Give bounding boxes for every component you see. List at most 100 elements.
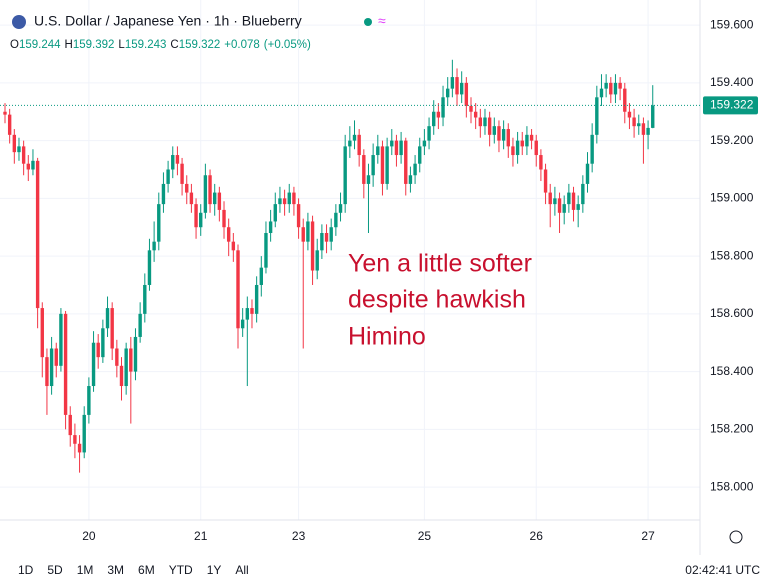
x-tick-label: 26 bbox=[530, 529, 544, 543]
candle-body bbox=[581, 183, 585, 205]
y-tick-label: 158.600 bbox=[710, 306, 754, 320]
candle-body bbox=[525, 134, 529, 147]
candle-body bbox=[21, 146, 26, 164]
candle-body bbox=[59, 313, 63, 366]
candle-body bbox=[45, 357, 49, 387]
candle-body bbox=[222, 209, 226, 228]
indicator-icon[interactable]: ≈ bbox=[378, 13, 386, 29]
x-tick-label: 20 bbox=[82, 529, 96, 543]
candle-body bbox=[166, 169, 170, 184]
candle-body bbox=[534, 140, 538, 156]
ohlc-value: 159.392 bbox=[73, 39, 115, 51]
range-bar: 1D 5D 1M 3M 6M YTD 1Y All bbox=[18, 563, 249, 577]
candle-body bbox=[282, 198, 287, 205]
y-tick-label: 159.600 bbox=[710, 17, 754, 31]
candle-body bbox=[240, 319, 245, 329]
flag-icon bbox=[12, 15, 26, 29]
candle-body bbox=[618, 82, 622, 89]
candle-body bbox=[73, 435, 77, 444]
candle-body bbox=[236, 250, 240, 329]
candle-body bbox=[506, 129, 510, 147]
candle-body bbox=[273, 204, 277, 222]
y-tick-label: 158.200 bbox=[710, 422, 754, 436]
candle-body bbox=[171, 155, 175, 170]
x-tick-label: 25 bbox=[418, 529, 432, 543]
candle-body bbox=[231, 241, 236, 251]
candle-body bbox=[334, 212, 338, 228]
candle-body bbox=[40, 308, 44, 358]
candle-body bbox=[96, 342, 100, 358]
candle-body bbox=[404, 140, 408, 184]
last-price-label: 159.322 bbox=[710, 98, 754, 112]
candle-body bbox=[380, 146, 385, 184]
candle-body bbox=[310, 221, 315, 271]
annotation-line: despite hawkish bbox=[348, 286, 526, 314]
candle-body bbox=[366, 175, 371, 184]
candle-body bbox=[357, 134, 361, 156]
candle-body bbox=[82, 414, 86, 453]
candle-body bbox=[385, 146, 389, 184]
candle-body bbox=[245, 308, 250, 320]
candle-body bbox=[399, 140, 403, 156]
candle-body bbox=[590, 134, 594, 164]
candle-body bbox=[264, 233, 268, 268]
candle-body bbox=[3, 111, 7, 115]
ohlc-value: 159.243 bbox=[125, 39, 167, 51]
candle-body bbox=[427, 126, 431, 141]
change: +0.078 bbox=[224, 39, 260, 51]
candle-body bbox=[599, 88, 604, 98]
range-button[interactable]: YTD bbox=[169, 563, 193, 577]
candle-body bbox=[105, 308, 110, 329]
candle-body bbox=[543, 169, 548, 193]
range-button[interactable]: All bbox=[235, 563, 248, 577]
candle-body bbox=[446, 88, 450, 98]
annotation-line: Himino bbox=[348, 323, 426, 351]
candle-body bbox=[362, 155, 366, 184]
candle-body bbox=[208, 175, 212, 205]
candle-body bbox=[627, 111, 632, 118]
status-dot[interactable] bbox=[364, 18, 372, 26]
clock: 02:42:41 UTC bbox=[685, 563, 760, 577]
ohlc-letter: C bbox=[170, 39, 178, 51]
candle-body bbox=[497, 126, 501, 141]
candle-body bbox=[450, 77, 455, 89]
settings-icon[interactable] bbox=[729, 530, 743, 544]
candle-body bbox=[278, 198, 282, 205]
candle-body bbox=[473, 111, 478, 118]
candle-body bbox=[147, 250, 152, 285]
range-button[interactable]: 3M bbox=[107, 563, 124, 577]
y-tick-label: 158.400 bbox=[710, 364, 754, 378]
candle-body bbox=[119, 365, 124, 387]
candle-body bbox=[175, 155, 180, 164]
candle-body bbox=[189, 192, 194, 205]
candle-body bbox=[194, 204, 198, 228]
y-tick-label: 159.200 bbox=[710, 133, 754, 147]
candle-body bbox=[376, 146, 380, 156]
ohlc-value: 159.244 bbox=[19, 39, 61, 51]
candle-body bbox=[124, 348, 128, 387]
range-button[interactable]: 5D bbox=[47, 563, 63, 577]
candle-body bbox=[115, 348, 119, 366]
range-button[interactable]: 1Y bbox=[207, 563, 222, 577]
y-tick-label: 159.400 bbox=[710, 75, 754, 89]
candle-body bbox=[515, 140, 520, 156]
candle-body bbox=[161, 183, 166, 205]
candle-body bbox=[217, 192, 222, 210]
candle-body bbox=[641, 123, 646, 135]
candle-body bbox=[567, 192, 571, 205]
candle-body bbox=[623, 88, 627, 112]
candle-body bbox=[110, 308, 114, 349]
candle-body bbox=[585, 163, 590, 184]
candle-body bbox=[157, 204, 161, 242]
candle-body bbox=[250, 308, 254, 314]
candle-body bbox=[68, 414, 72, 436]
candle-body bbox=[268, 221, 273, 234]
range-button[interactable]: 6M bbox=[138, 563, 155, 577]
range-button[interactable]: 1D bbox=[18, 563, 34, 577]
candle-body bbox=[185, 183, 189, 193]
candle-body bbox=[422, 140, 427, 147]
candle-body bbox=[651, 105, 655, 128]
candle-body bbox=[632, 117, 636, 127]
range-button[interactable]: 1M bbox=[77, 563, 94, 577]
